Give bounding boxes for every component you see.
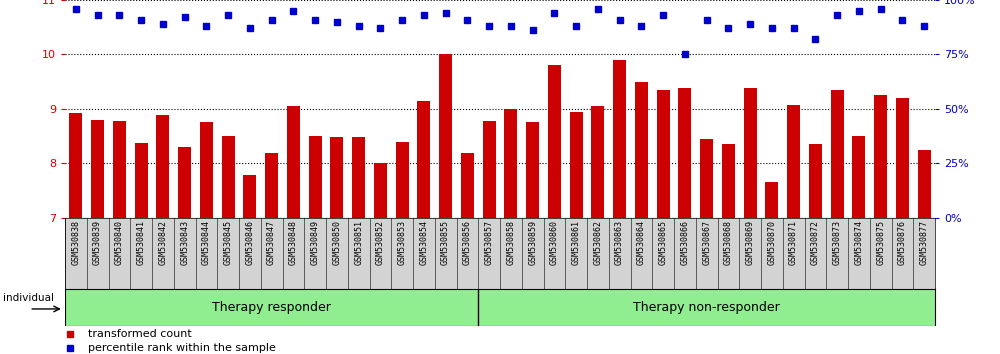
Bar bbox=[69, 113, 82, 218]
Bar bbox=[483, 121, 496, 218]
Bar bbox=[570, 112, 583, 218]
Text: GSM530841: GSM530841 bbox=[137, 220, 146, 265]
Text: GSM530874: GSM530874 bbox=[854, 220, 863, 265]
Text: GSM530845: GSM530845 bbox=[224, 220, 233, 265]
Text: GSM530847: GSM530847 bbox=[267, 220, 276, 265]
Text: GSM530851: GSM530851 bbox=[354, 220, 363, 265]
Text: GSM530864: GSM530864 bbox=[637, 220, 646, 265]
Text: GSM530860: GSM530860 bbox=[550, 220, 559, 265]
Bar bbox=[722, 144, 735, 218]
Text: GSM530854: GSM530854 bbox=[419, 220, 428, 265]
Text: GSM530876: GSM530876 bbox=[898, 220, 907, 265]
Bar bbox=[635, 82, 648, 218]
Bar bbox=[309, 136, 322, 218]
Text: GSM530872: GSM530872 bbox=[811, 220, 820, 265]
Bar bbox=[352, 137, 365, 218]
Text: GSM530871: GSM530871 bbox=[789, 220, 798, 265]
Bar bbox=[765, 182, 778, 218]
Text: GSM530857: GSM530857 bbox=[485, 220, 494, 265]
Bar bbox=[91, 120, 104, 218]
Bar bbox=[787, 104, 800, 218]
Bar bbox=[374, 163, 387, 218]
Text: GSM530846: GSM530846 bbox=[245, 220, 254, 265]
Text: GSM530853: GSM530853 bbox=[398, 220, 407, 265]
Bar bbox=[657, 90, 670, 218]
Bar bbox=[439, 55, 452, 218]
Bar bbox=[113, 121, 126, 218]
Text: percentile rank within the sample: percentile rank within the sample bbox=[88, 343, 276, 353]
Bar bbox=[526, 122, 539, 218]
Text: GSM530861: GSM530861 bbox=[572, 220, 581, 265]
Text: GSM530844: GSM530844 bbox=[202, 220, 211, 265]
Text: GSM530877: GSM530877 bbox=[920, 220, 929, 265]
Bar bbox=[287, 106, 300, 218]
Bar bbox=[896, 98, 909, 218]
Bar bbox=[504, 109, 517, 218]
Bar bbox=[330, 137, 343, 218]
Text: GSM530868: GSM530868 bbox=[724, 220, 733, 265]
Bar bbox=[700, 139, 713, 218]
Bar bbox=[678, 88, 691, 218]
Bar bbox=[548, 65, 561, 218]
Text: GSM530862: GSM530862 bbox=[593, 220, 602, 265]
Bar bbox=[135, 143, 148, 218]
Bar bbox=[918, 150, 931, 218]
Text: GSM530863: GSM530863 bbox=[615, 220, 624, 265]
Text: GSM530848: GSM530848 bbox=[289, 220, 298, 265]
Text: individual: individual bbox=[3, 293, 54, 303]
Text: Therapy responder: Therapy responder bbox=[212, 301, 331, 314]
Text: GSM530875: GSM530875 bbox=[876, 220, 885, 265]
Text: GSM530869: GSM530869 bbox=[746, 220, 755, 265]
Text: GSM530843: GSM530843 bbox=[180, 220, 189, 265]
Text: GSM530865: GSM530865 bbox=[659, 220, 668, 265]
Bar bbox=[417, 101, 430, 218]
Text: GSM530859: GSM530859 bbox=[528, 220, 537, 265]
Bar bbox=[200, 122, 213, 218]
Text: GSM530852: GSM530852 bbox=[376, 220, 385, 265]
Bar bbox=[744, 88, 757, 218]
Bar bbox=[852, 136, 865, 218]
Bar bbox=[222, 136, 235, 218]
Text: GSM530850: GSM530850 bbox=[332, 220, 341, 265]
Text: GSM530849: GSM530849 bbox=[311, 220, 320, 265]
Bar bbox=[831, 90, 844, 218]
Bar bbox=[809, 144, 822, 218]
Bar bbox=[874, 95, 887, 218]
Text: GSM530838: GSM530838 bbox=[71, 220, 80, 265]
Text: GSM530856: GSM530856 bbox=[463, 220, 472, 265]
Bar bbox=[461, 154, 474, 218]
Bar bbox=[178, 147, 191, 218]
Text: GSM530842: GSM530842 bbox=[158, 220, 167, 265]
Text: GSM530839: GSM530839 bbox=[93, 220, 102, 265]
Bar bbox=[156, 115, 169, 218]
Text: transformed count: transformed count bbox=[88, 329, 192, 339]
Bar bbox=[396, 142, 409, 218]
Bar bbox=[243, 175, 256, 218]
Text: GSM530855: GSM530855 bbox=[441, 220, 450, 265]
Text: GSM530867: GSM530867 bbox=[702, 220, 711, 265]
Text: GSM530858: GSM530858 bbox=[506, 220, 515, 265]
Text: GSM530866: GSM530866 bbox=[680, 220, 689, 265]
Bar bbox=[613, 60, 626, 218]
Text: GSM530873: GSM530873 bbox=[833, 220, 842, 265]
Bar bbox=[591, 106, 604, 218]
Text: GSM530870: GSM530870 bbox=[767, 220, 776, 265]
Text: GSM530840: GSM530840 bbox=[115, 220, 124, 265]
Bar bbox=[265, 154, 278, 218]
Text: Therapy non-responder: Therapy non-responder bbox=[633, 301, 780, 314]
